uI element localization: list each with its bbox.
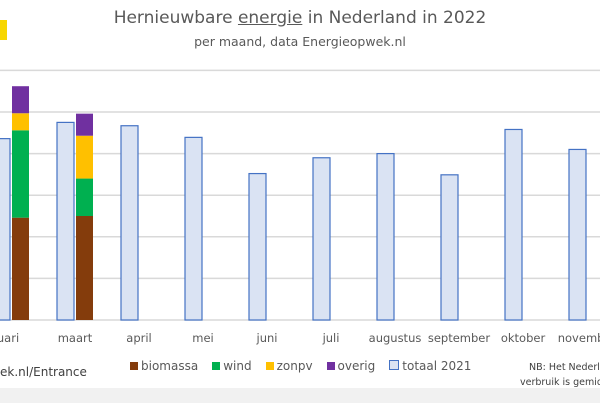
bar-zonpv-maart (76, 135, 93, 179)
legend-item-totaal-2021: totaal 2021 (389, 359, 471, 373)
x-tick-label: maart (58, 331, 93, 345)
legend-label: wind (223, 359, 252, 373)
bar-totaal-2021-juli (312, 157, 331, 321)
note: NB: Het Nederl verbruik is gemidd (520, 360, 600, 390)
x-tick-label: november (558, 331, 600, 345)
legend-label: biomassa (141, 359, 199, 373)
bar-totaal-2021-augustus (376, 153, 395, 321)
legend-swatch (212, 362, 221, 370)
x-tick-label: september (428, 331, 491, 345)
legend-label: totaal 2021 (402, 359, 472, 373)
legend-swatch (130, 362, 138, 370)
legend-item-overig: overig (326, 359, 376, 373)
legend-item-wind: wind (212, 359, 252, 373)
chart-plot: uari maart april mei juni juli augustus septemb… (0, 69, 600, 345)
bar-zonpv-februari (12, 113, 29, 131)
bar-totaal-2021-mei (184, 136, 203, 321)
legend-swatch (389, 360, 400, 370)
legend-swatch (265, 362, 274, 370)
bar-totaal-2021-februari (0, 138, 11, 321)
bar-wind-maart (76, 178, 93, 216)
yellow-badge (0, 20, 7, 40)
x-tick-label: oktober (501, 331, 546, 345)
bar-biomassa-februari (12, 217, 29, 320)
chart-subtitle: per maand, data Energieopwek.nl (194, 34, 406, 49)
legend-swatch (326, 362, 335, 370)
note-line-1: NB: Het Nederl (528, 362, 600, 373)
bar-totaal-2021-oktober (504, 128, 523, 321)
legend-item-zonpv: zonpv (265, 359, 313, 373)
x-tick-label: augustus (369, 331, 422, 345)
x-tick-label: april (126, 331, 151, 345)
source-link[interactable]: ek.nl/Entrance (0, 365, 87, 379)
note-line-2: verbruik is gemidd (520, 377, 600, 388)
footer-bar (0, 388, 600, 403)
legend-label: overig (337, 359, 376, 373)
legend-label: zonpv (276, 359, 313, 373)
chart-title: Hernieuwbare energie in Nederland in 202… (113, 8, 487, 28)
bar-totaal-2021-april (120, 125, 139, 321)
bar-overig-februari (12, 86, 29, 114)
bar-totaal-2021-maart (56, 121, 75, 321)
legend-item-biomassa: biomassa (130, 359, 198, 373)
bar-biomassa-maart (76, 216, 93, 320)
x-tick-label: mei (192, 331, 213, 345)
x-tick-label: uari (0, 331, 19, 345)
bar-overig-maart (76, 113, 93, 136)
bar-totaal-2021-november (568, 148, 587, 321)
bar-totaal-2021-september (440, 174, 459, 321)
x-tick-label: juli (322, 331, 340, 345)
legend: biomassa wind zonpv overig totaal 2021 (130, 359, 471, 373)
x-tick-label: juni (256, 331, 278, 345)
bar-wind-februari (12, 130, 29, 218)
bar-totaal-2021-juni (248, 172, 267, 321)
